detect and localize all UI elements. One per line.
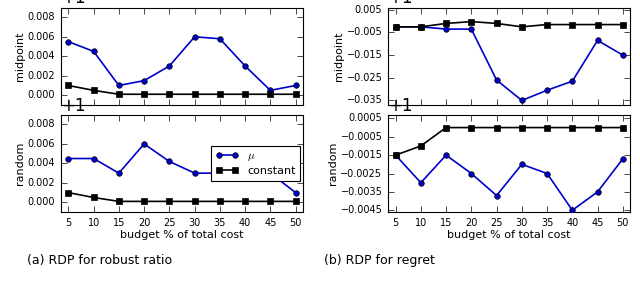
$\mu$ [568,208,576,212]
$\mu$ [292,191,300,195]
constant [543,126,551,129]
constant [166,200,173,203]
$\mu$ [216,171,224,175]
$\mu$ [166,160,173,163]
$\mu$ [292,84,300,87]
constant [241,92,249,96]
$\mu$ [619,157,627,161]
$\mu$ [518,98,525,102]
$\mu$ [115,84,123,87]
constant [166,92,173,96]
constant [392,25,399,29]
constant [65,191,72,195]
constant [619,23,627,26]
constant [266,200,274,203]
$\mu$ [417,181,425,185]
constant [594,23,602,26]
$\mu$ [594,190,602,194]
Text: (b) RDP for regret: (b) RDP for regret [324,254,435,267]
constant [191,200,198,203]
constant [493,22,500,25]
constant [467,20,475,23]
$\mu$ [594,38,602,42]
constant [392,153,399,157]
constant [65,84,72,87]
Y-axis label: random: random [328,142,338,185]
constant [292,92,300,96]
$\mu$ [467,27,475,31]
$\mu$ [191,171,198,175]
constant [518,126,525,129]
constant [493,126,500,129]
constant [90,88,97,92]
constant [417,144,425,148]
constant [543,23,551,26]
constant [568,126,576,129]
Line: $\mu$: $\mu$ [65,141,298,195]
$\mu$ [191,35,198,38]
$\mu$ [241,161,249,165]
$\mu$ [568,79,576,83]
$\mu$ [392,153,399,157]
$\mu$ [65,40,72,43]
constant [619,126,627,129]
$\mu$ [518,162,525,166]
Legend: $\mu$, constant: $\mu$, constant [211,146,300,181]
$\mu$ [442,153,450,157]
constant [216,92,224,96]
constant [417,25,425,29]
constant [266,92,274,96]
$\mu$ [90,157,97,160]
Line: constant: constant [65,83,298,97]
$\mu$ [392,25,399,29]
Y-axis label: midpoint: midpoint [15,32,25,81]
constant [594,126,602,129]
Y-axis label: midpoint: midpoint [334,32,344,81]
$\mu$ [241,64,249,68]
$\mu$ [417,25,425,29]
constant [442,22,450,25]
$\mu$ [543,172,551,175]
X-axis label: budget % of total cost: budget % of total cost [447,231,571,241]
constant [518,25,525,29]
Line: constant: constant [393,125,626,158]
$\mu$ [216,37,224,41]
constant [140,200,148,203]
$\mu$ [493,194,500,197]
constant [115,92,123,96]
X-axis label: budget % of total cost: budget % of total cost [120,231,244,241]
Line: $\mu$: $\mu$ [393,152,626,213]
constant [90,196,97,199]
constant [191,92,198,96]
$\mu$ [166,64,173,68]
constant [216,200,224,203]
Line: constant: constant [393,19,626,30]
constant [115,200,123,203]
constant [140,92,148,96]
$\mu$ [619,53,627,57]
Line: constant: constant [65,190,298,204]
$\mu$ [90,50,97,53]
constant [241,200,249,203]
constant [568,23,576,26]
$\mu$ [65,157,72,160]
$\mu$ [467,172,475,175]
$\mu$ [442,27,450,31]
constant [467,126,475,129]
$\mu$ [140,79,148,82]
$\mu$ [493,78,500,82]
$\mu$ [115,171,123,175]
Line: $\mu$: $\mu$ [393,24,626,103]
$\mu$ [266,88,274,92]
$\mu$ [543,88,551,92]
Y-axis label: random: random [15,142,25,185]
Line: $\mu$: $\mu$ [65,34,298,93]
constant [292,200,300,203]
$\mu$ [140,142,148,146]
constant [442,126,450,129]
Text: (a) RDP for robust ratio: (a) RDP for robust ratio [27,254,172,267]
$\mu$ [266,171,274,175]
